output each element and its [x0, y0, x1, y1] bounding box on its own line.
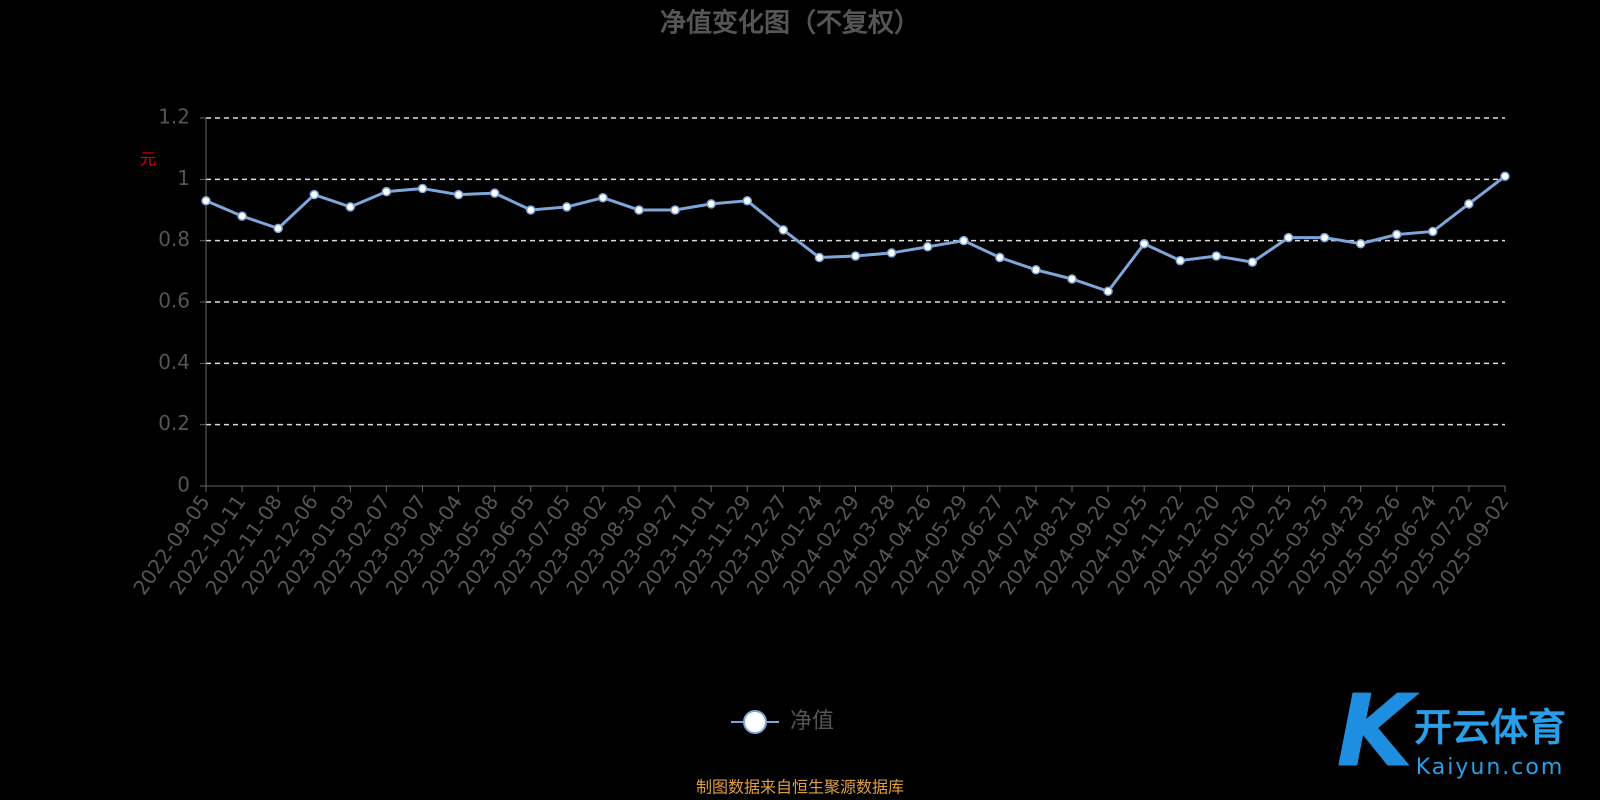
point	[345, 202, 356, 212]
point	[670, 205, 680, 215]
y-tick-label: 0.6	[158, 289, 190, 313]
point	[1175, 255, 1185, 266]
point	[995, 252, 1005, 263]
point	[1067, 274, 1077, 284]
legend-label: 净值	[790, 709, 834, 734]
watermark-logo: K	[1336, 672, 1420, 789]
point	[850, 251, 861, 261]
point	[1103, 286, 1113, 297]
watermark: K 开云体育 Kaiyun.com	[1336, 672, 1566, 789]
point	[489, 188, 500, 198]
point	[959, 235, 969, 246]
y-tick-label: 0.4	[158, 350, 190, 374]
y-axis-label: 元	[140, 150, 156, 169]
y-tick-label: 0	[177, 473, 190, 497]
point	[237, 211, 247, 221]
point	[886, 248, 897, 258]
point	[742, 196, 752, 206]
point	[922, 242, 933, 252]
point	[1211, 251, 1222, 261]
point	[273, 223, 283, 234]
point	[201, 196, 211, 206]
point	[814, 252, 825, 263]
y-tick-label: 1	[177, 166, 190, 190]
point	[1139, 238, 1149, 249]
point	[1283, 232, 1294, 243]
point	[309, 189, 319, 200]
watermark-subtitle: Kaiyun.com	[1416, 755, 1565, 780]
point	[598, 192, 608, 203]
point	[453, 189, 464, 200]
point	[634, 205, 644, 215]
point	[1319, 232, 1330, 243]
point	[706, 199, 716, 209]
legend-marker	[743, 710, 767, 734]
y-tick-label: 1.2	[158, 105, 190, 129]
source: 制图数据来自恒生聚源数据库	[696, 778, 904, 797]
point	[1428, 226, 1438, 237]
point	[562, 202, 572, 212]
point	[417, 183, 428, 194]
chart-title: 净值变化图（不复权）	[660, 8, 920, 39]
y-tick-label: 0.8	[158, 227, 190, 251]
point	[1355, 238, 1366, 249]
watermark-title: 开云体育	[1414, 706, 1566, 750]
point	[1247, 257, 1258, 267]
y-tick-label: 0.2	[158, 411, 190, 435]
point	[381, 186, 392, 197]
point	[1464, 199, 1474, 209]
point	[1031, 265, 1041, 275]
point	[778, 225, 789, 235]
point	[1500, 171, 1510, 182]
point	[1392, 229, 1402, 240]
point	[526, 205, 536, 215]
